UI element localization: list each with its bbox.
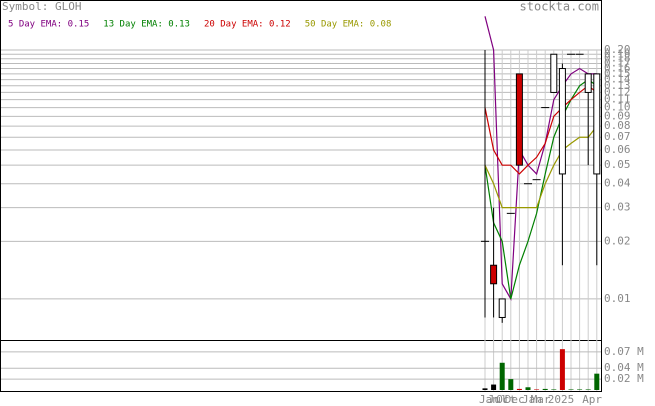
volume-bar xyxy=(551,389,557,390)
x-tick-label: 2025 xyxy=(548,393,575,406)
volume-bar xyxy=(559,349,565,390)
volume-bar xyxy=(568,389,574,390)
x-tick-label: Jan xyxy=(479,393,499,406)
y-tick-label: 0.19 xyxy=(604,47,631,60)
y-tick-label: 0.17 xyxy=(604,56,631,69)
x-tick-label: Mar xyxy=(531,393,551,406)
y-tick-label: 0.02 M xyxy=(604,372,644,385)
candle-body xyxy=(593,73,601,175)
y-tick-label: 0.07 xyxy=(604,130,631,143)
ema-line xyxy=(484,85,598,175)
legend-entry: 20 Day EMA: 0.12 xyxy=(204,20,291,30)
x-tick-label: Jul xyxy=(488,393,508,406)
frame xyxy=(0,0,602,392)
candle-body xyxy=(550,53,558,93)
candle-body xyxy=(498,298,506,318)
volume-bar xyxy=(585,389,591,390)
legend-entry: 5 Day EMA: 0.15 xyxy=(8,20,89,30)
candle-body xyxy=(558,68,566,175)
y-tick-label: 0.08 xyxy=(604,119,631,132)
ema-line xyxy=(484,78,598,300)
x-tick-label: Dec xyxy=(505,393,525,406)
candle-body xyxy=(515,73,523,166)
volume-bar xyxy=(499,362,505,390)
candle-body xyxy=(490,264,498,285)
x-tick-label: Oct xyxy=(496,393,516,406)
y-tick-label: 0.04 M xyxy=(604,361,644,374)
volume-bar xyxy=(577,389,583,390)
volume-bar xyxy=(491,384,497,390)
watermark: stockta.com xyxy=(520,0,599,14)
candle-body xyxy=(584,73,592,93)
chart-title: Symbol: GLOH xyxy=(2,0,81,13)
x-tick-label: Jan xyxy=(522,393,542,406)
y-tick-label: 0.02 xyxy=(604,234,631,247)
volume-bar xyxy=(534,389,540,390)
legend-entry: 50 Day EMA: 0.08 xyxy=(305,20,392,30)
y-tick-label: 0.09 xyxy=(604,109,631,122)
volume-bar xyxy=(482,388,488,390)
legend-entry: 13 Day EMA: 0.13 xyxy=(103,20,190,30)
y-tick-label: 0.20 xyxy=(604,43,631,56)
ema-line xyxy=(484,125,598,209)
y-tick-label: 0.13 xyxy=(604,79,631,92)
y-tick-label: 0.03 xyxy=(604,201,631,214)
y-tick-label: 0.18 xyxy=(604,52,631,65)
y-tick-label: 0.10 xyxy=(604,101,631,114)
volume-bar xyxy=(594,373,600,390)
volume-bar xyxy=(542,388,548,390)
y-tick-label: 0.04 xyxy=(604,177,631,190)
y-tick-label: 0.11 xyxy=(604,93,631,106)
y-tick-label: 0.06 xyxy=(604,143,631,156)
x-tick-label: Apr xyxy=(582,393,602,406)
volume-bar xyxy=(508,379,514,390)
y-tick-label: 0.05 xyxy=(604,158,631,171)
y-tick-label: 0.16 xyxy=(604,62,631,75)
y-tick-label: 0.01 xyxy=(604,292,631,305)
y-tick-label: 0.14 xyxy=(604,73,631,86)
y-tick-label: 0.07 M xyxy=(604,345,644,358)
y-tick-label: 0.12 xyxy=(604,85,631,98)
volume-bar xyxy=(525,387,531,390)
volume-bar xyxy=(516,388,522,390)
y-tick-label: 0.15 xyxy=(604,67,631,80)
ema-line xyxy=(484,16,597,301)
